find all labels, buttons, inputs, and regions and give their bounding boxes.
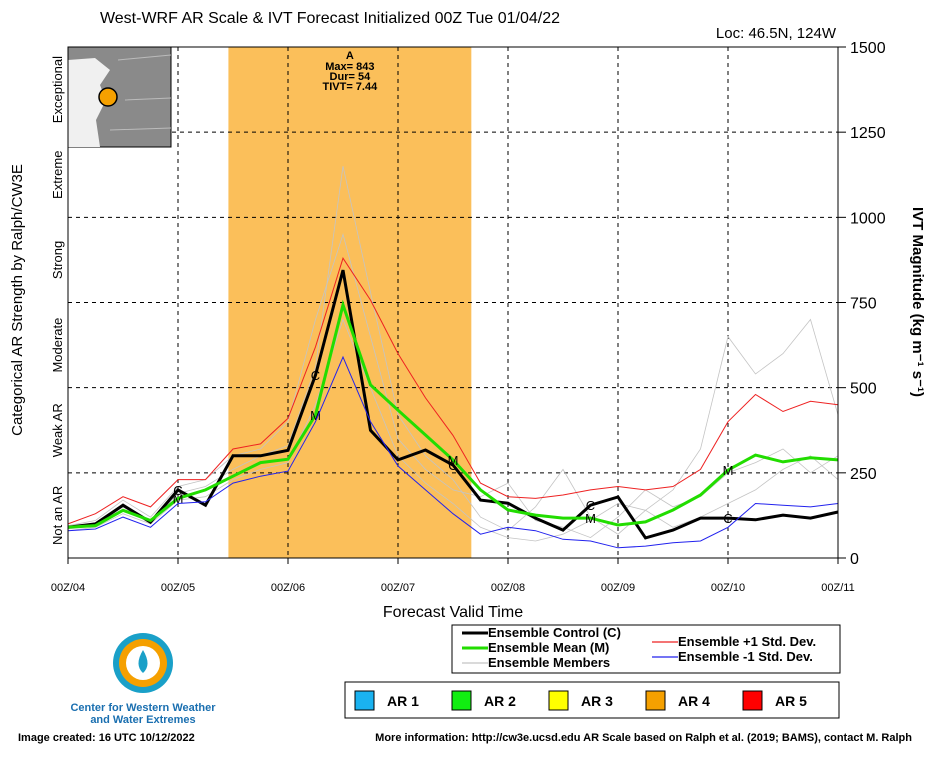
ar-event-stat: TIVT= 7.44 [323,81,379,93]
line-letter: C [586,498,595,513]
ar-legend-swatch [451,690,472,711]
ar-category-label: Extreme [50,151,65,199]
x-tick-label: 00Z/09 [601,582,635,594]
y-tick-label: 1500 [850,40,886,57]
y-axis-title: IVT Magnitude (kg m⁻¹ s⁻¹) [909,207,926,397]
ar-event-stat: Max= 843 [325,61,374,73]
y-tick-label: 1000 [850,210,886,227]
member-line [67,166,839,535]
ar-legend-label: AR 3 [581,693,613,709]
line-letter: M [310,408,321,423]
ar-legend-swatch [354,690,375,711]
x-tick-label: 00Z/07 [381,582,415,594]
line-letter: M [585,511,596,526]
legend-label: Ensemble -1 Std. Dev. [678,649,813,664]
ar-category-label: Exceptional [50,56,65,123]
left-axis-title: Categorical AR Strength by Ralph/CW3E [9,164,26,436]
legend-label: Ensemble Control (C) [488,625,621,640]
logo-text: and Water Extremes [90,714,195,726]
series-line [67,269,839,540]
logo [113,633,173,693]
footer-right: More information: http://cw3e.ucsd.edu A… [375,732,912,744]
line-letter: C [311,368,320,383]
ar-legend-label: AR 1 [387,693,419,709]
y-tick-label: 250 [850,466,877,483]
y-tick-label: 1250 [850,125,886,142]
ar-event-stat: Dur= 54 [330,71,372,83]
x-tick-label: 00Z/11 [821,582,854,594]
legend-label: Ensemble Mean (M) [488,640,609,655]
logo-text: Center for Western Weather [70,702,216,714]
ar-legend-label: AR 5 [775,693,807,709]
x-axis-title: Forecast Valid Time [383,604,523,621]
y-tick-label: 0 [850,551,859,568]
ar-legend-label: AR 2 [484,693,516,709]
location: Loc: 46.5N, 124W [716,25,837,42]
line-letter: C [173,483,182,498]
line-letter: M [448,453,459,468]
ar-category-label: Strong [50,241,65,279]
line-letter: M [173,491,184,506]
series-line [67,257,839,525]
ar-legend-swatch [742,690,763,711]
x-tick-label: 00Z/06 [271,582,305,594]
legend-box [451,624,841,674]
member-line [67,232,839,539]
legend-label: Ensemble +1 Std. Dev. [678,634,816,649]
footer-left: Image created: 16 UTC 10/12/2022 [18,732,195,744]
line-letter: M [723,463,734,478]
x-tick-label: 00Z/04 [51,582,85,594]
x-tick-label: 00Z/05 [161,582,195,594]
ar-category-label: Moderate [50,318,65,373]
line-letter: C [723,511,732,526]
ar-category-label: Weak AR [50,403,65,457]
ar-legend-swatch [548,690,569,711]
chart-title: West-WRF AR Scale & IVT Forecast Initial… [100,10,560,27]
x-tick-label: 00Z/10 [711,582,745,594]
member-line [67,318,839,542]
map-inset [67,46,172,148]
line-letter: C [448,458,457,473]
y-tick-label: 500 [850,381,877,398]
series-line [67,299,839,529]
plot-frame [67,46,839,559]
ar-event-label: A [346,50,354,62]
x-tick-label: 00Z/08 [491,582,525,594]
ar-legend-label: AR 4 [678,693,710,709]
ar-legend-swatch [645,690,666,711]
y-tick-label: 750 [850,296,877,313]
series-line [67,355,839,549]
legend-label: Ensemble Members [488,655,610,670]
ar-category-label: Not an AR [50,486,65,545]
